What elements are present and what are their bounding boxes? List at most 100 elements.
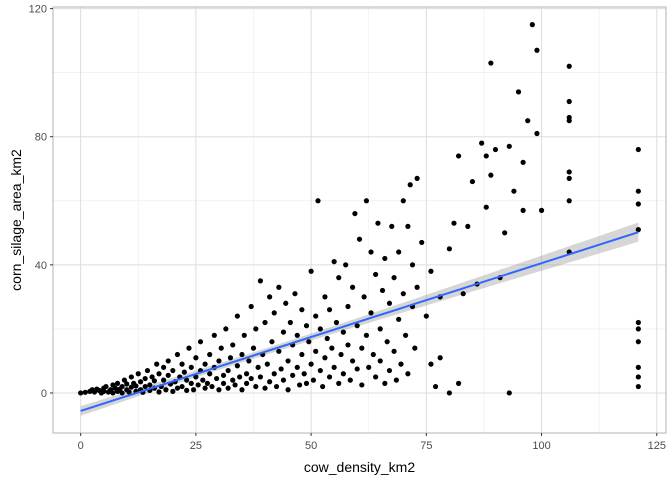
data-point bbox=[202, 385, 208, 391]
data-point bbox=[377, 358, 383, 364]
data-point bbox=[179, 361, 185, 367]
data-point bbox=[488, 60, 494, 66]
data-point bbox=[204, 380, 211, 386]
data-point bbox=[114, 380, 121, 386]
confidence-band bbox=[80, 222, 639, 416]
data-point bbox=[317, 326, 323, 332]
data-point bbox=[354, 323, 360, 329]
data-point bbox=[520, 207, 526, 213]
data-point bbox=[635, 339, 641, 345]
y-tick-label: 80 bbox=[35, 132, 47, 144]
data-point bbox=[331, 364, 337, 370]
data-point bbox=[253, 383, 259, 390]
data-point bbox=[142, 375, 148, 382]
data-point bbox=[370, 351, 376, 358]
grid-major bbox=[53, 7, 666, 433]
data-point bbox=[216, 358, 222, 364]
data-point bbox=[455, 380, 462, 386]
data-point bbox=[220, 372, 227, 378]
data-point bbox=[137, 379, 144, 385]
data-point bbox=[340, 329, 346, 335]
data-point bbox=[188, 380, 194, 386]
data-point bbox=[635, 383, 641, 390]
panel-border bbox=[52, 6, 667, 434]
data-point bbox=[455, 153, 462, 159]
data-point bbox=[202, 361, 208, 367]
data-point bbox=[446, 246, 452, 252]
y-tick-label: 40 bbox=[35, 260, 47, 272]
data-point bbox=[336, 275, 342, 281]
data-point bbox=[147, 382, 153, 388]
data-point bbox=[232, 382, 238, 388]
data-point bbox=[278, 366, 284, 372]
data-point bbox=[520, 159, 526, 165]
data-point bbox=[446, 390, 452, 396]
data-point bbox=[396, 249, 402, 255]
data-point bbox=[379, 287, 386, 294]
data-point bbox=[195, 382, 201, 388]
data-point bbox=[635, 374, 641, 380]
data-point bbox=[465, 223, 471, 230]
data-point bbox=[331, 259, 337, 265]
data-point bbox=[144, 367, 151, 374]
data-point bbox=[103, 383, 109, 390]
data-point bbox=[566, 175, 572, 181]
data-point bbox=[119, 390, 125, 396]
data-point bbox=[635, 319, 641, 326]
data-point bbox=[287, 319, 293, 326]
data-point bbox=[218, 345, 224, 351]
data-point bbox=[483, 153, 489, 159]
data-point bbox=[479, 140, 485, 146]
x-axis-title: cow_density_km2 bbox=[304, 459, 415, 475]
data-point bbox=[303, 323, 310, 329]
data-point bbox=[184, 377, 190, 383]
data-point bbox=[393, 377, 399, 383]
data-point bbox=[262, 319, 268, 326]
data-point bbox=[515, 89, 522, 95]
data-point bbox=[133, 383, 139, 389]
data-point bbox=[262, 385, 268, 391]
data-point bbox=[506, 143, 512, 149]
data-point bbox=[373, 374, 379, 380]
data-point bbox=[310, 377, 317, 383]
data-point bbox=[405, 371, 411, 377]
x-axis-ticks: 0 25 50 75 100 125 bbox=[78, 433, 666, 452]
data-point bbox=[566, 198, 572, 204]
data-point bbox=[566, 169, 572, 175]
data-point bbox=[405, 223, 411, 230]
data-point bbox=[197, 339, 204, 345]
data-point bbox=[200, 377, 206, 383]
data-point bbox=[179, 383, 185, 390]
data-point bbox=[121, 377, 128, 383]
data-point bbox=[181, 369, 187, 375]
data-point bbox=[635, 201, 641, 207]
data-point bbox=[432, 383, 439, 390]
data-point bbox=[250, 345, 257, 351]
data-point bbox=[366, 364, 372, 370]
data-point bbox=[110, 390, 116, 396]
data-point bbox=[529, 22, 535, 28]
data-point bbox=[356, 236, 363, 242]
data-point bbox=[313, 348, 319, 354]
data-point bbox=[322, 294, 328, 300]
data-point bbox=[382, 255, 388, 262]
data-point bbox=[338, 351, 344, 358]
data-point bbox=[82, 389, 88, 395]
data-points bbox=[78, 22, 641, 396]
data-point bbox=[267, 379, 273, 385]
data-point bbox=[419, 239, 425, 246]
data-point bbox=[193, 355, 199, 361]
data-point bbox=[400, 198, 406, 204]
x-tick-label: 75 bbox=[420, 440, 432, 452]
data-point bbox=[329, 345, 335, 351]
data-point bbox=[207, 351, 213, 358]
data-point bbox=[154, 361, 160, 367]
data-point bbox=[538, 207, 545, 213]
data-point bbox=[227, 355, 234, 361]
data-point bbox=[525, 118, 531, 124]
data-point bbox=[386, 300, 393, 306]
data-point bbox=[257, 374, 264, 380]
data-point bbox=[174, 385, 181, 391]
data-point bbox=[292, 291, 298, 297]
